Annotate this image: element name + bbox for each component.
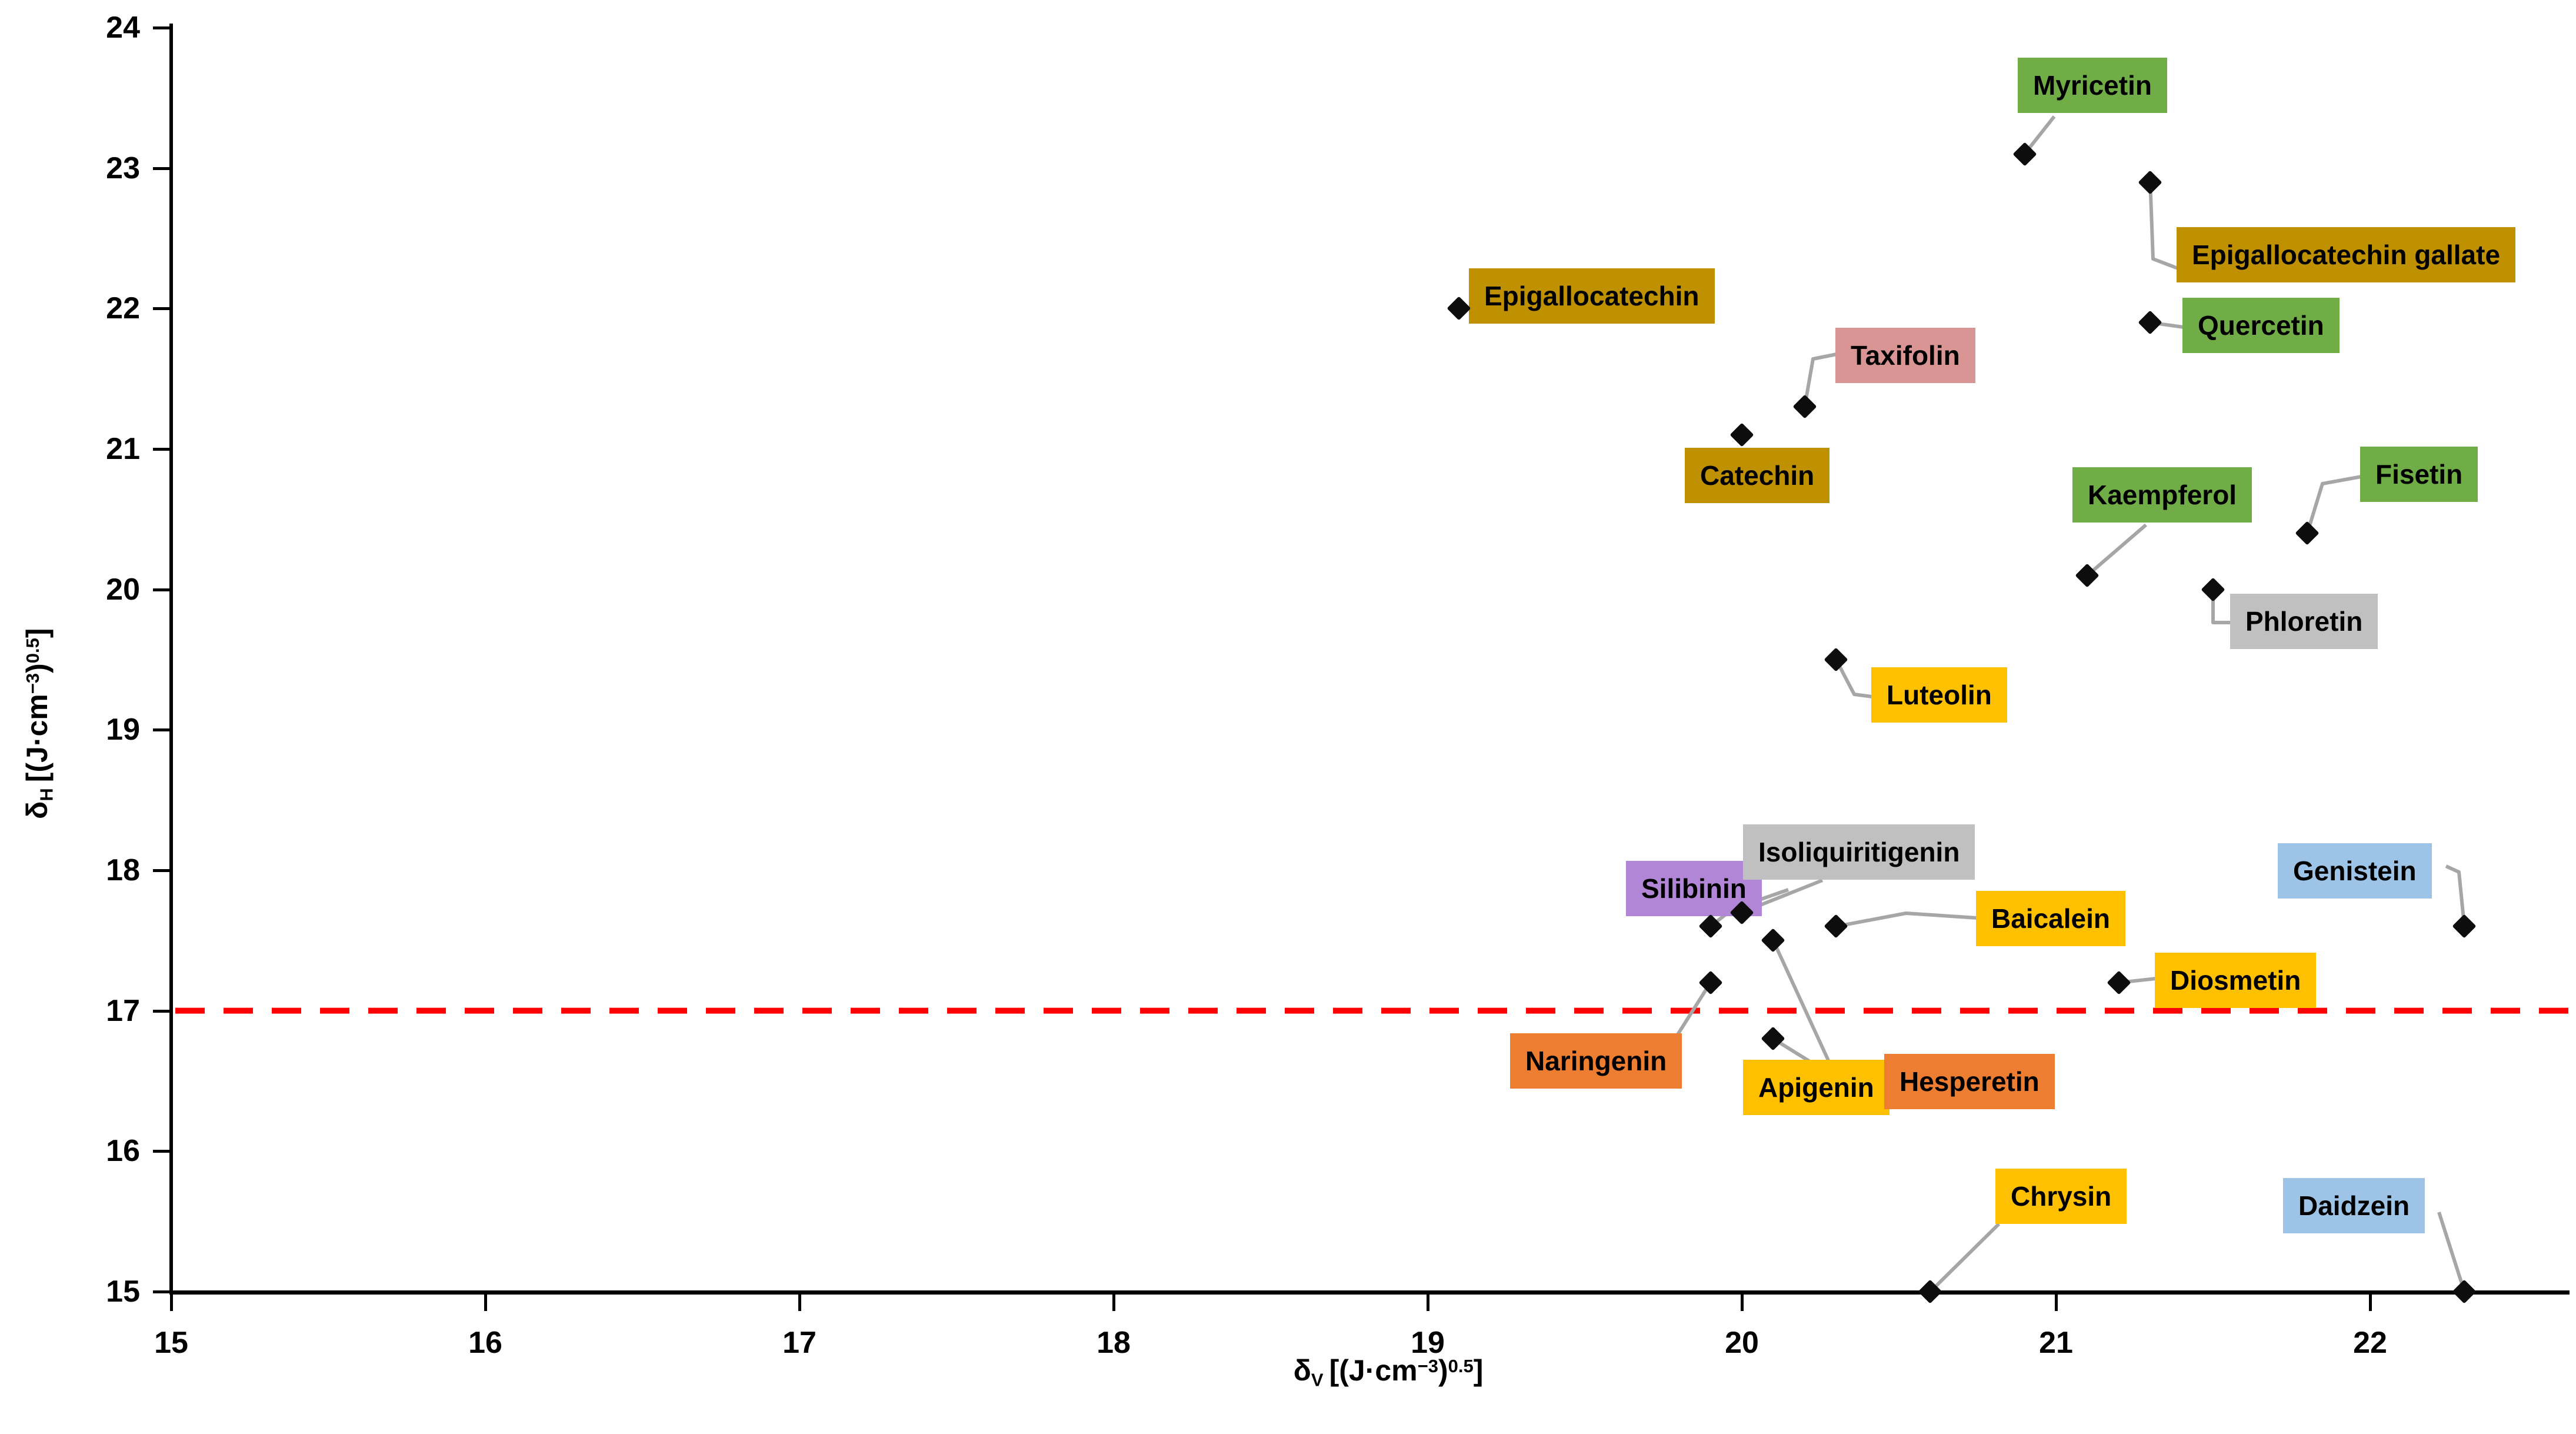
y-tick-23: [153, 167, 169, 170]
x-tick-17: [798, 1295, 801, 1311]
x-axis-line: [169, 1290, 2570, 1295]
x-tick-label-21: 21: [2039, 1326, 2073, 1360]
y-axis-line: [169, 24, 173, 1294]
y-tick-label-18: 18: [106, 853, 140, 887]
x-tick-18: [1112, 1295, 1115, 1311]
label-taxifolin: Taxifolin: [1835, 328, 1975, 383]
label-luteolin: Luteolin: [1871, 667, 2007, 723]
y-tick-label-17: 17: [106, 993, 140, 1028]
y-tick-label-15: 15: [106, 1275, 140, 1309]
y-tick-label-20: 20: [106, 572, 140, 607]
y-tick-16: [153, 1150, 169, 1153]
y-tick-21: [153, 447, 169, 451]
label-genistein: Genistein: [2278, 843, 2432, 899]
x-tick-19: [1427, 1295, 1429, 1311]
x-tick-label-16: 16: [468, 1326, 502, 1360]
y-tick-18: [153, 869, 169, 872]
label-naringenin: Naringenin: [1510, 1033, 1682, 1089]
label-quercetin: Quercetin: [2182, 298, 2340, 353]
y-tick-label-19: 19: [106, 713, 140, 747]
y-tick-label-21: 21: [106, 431, 140, 466]
y-tick-19: [153, 728, 169, 732]
x-tick-22: [2369, 1295, 2372, 1311]
label-apigenin: Apigenin: [1743, 1060, 1889, 1115]
x-tick-label-17: 17: [782, 1326, 817, 1360]
label-fisetin: Fisetin: [2360, 447, 2478, 502]
label-daidzein: Daidzein: [2283, 1178, 2425, 1233]
label-epigallocatechin: Epigallocatechin: [1469, 268, 1715, 324]
label-baicalein: Baicalein: [1976, 891, 2125, 946]
y-tick-24: [153, 26, 169, 29]
x-tick-16: [484, 1295, 487, 1311]
label-chrysin: Chrysin: [1995, 1169, 2127, 1224]
y-tick-label-24: 24: [106, 10, 140, 45]
x-tick-20: [1741, 1295, 1744, 1311]
x-tick-label-20: 20: [1725, 1326, 1759, 1360]
x-tick-label-22: 22: [2353, 1326, 2387, 1360]
label-epigallocatechin-gallate: Epigallocatechin gallate: [2177, 227, 2516, 282]
label-isoliquiritigenin: Isoliquiritigenin: [1743, 824, 1975, 880]
x-tick-label-15: 15: [154, 1326, 188, 1360]
label-phloretin: Phloretin: [2230, 594, 2378, 649]
x-tick-label-19: 19: [1411, 1326, 1445, 1360]
y-tick-22: [153, 307, 169, 311]
x-axis-title: δV [(J·cm−3)0.5]: [1293, 1354, 1484, 1390]
y-axis-title: δH [(J·cm−3)0.5]: [21, 628, 57, 819]
y-tick-label-22: 22: [106, 291, 140, 326]
x-tick-15: [170, 1295, 173, 1311]
label-diosmetin: Diosmetin: [2155, 953, 2317, 1008]
label-myricetin: Myricetin: [2018, 58, 2167, 113]
y-tick-15: [153, 1290, 169, 1293]
y-tick-20: [153, 588, 169, 591]
x-tick-21: [2055, 1295, 2058, 1311]
label-catechin: Catechin: [1685, 448, 1830, 503]
label-hesperetin: Hesperetin: [1884, 1054, 2055, 1109]
x-tick-label-18: 18: [1097, 1326, 1131, 1360]
y-tick-label-16: 16: [106, 1134, 140, 1169]
label-kaempferol: Kaempferol: [2072, 467, 2252, 523]
y-tick-17: [153, 1009, 169, 1013]
y-tick-label-23: 23: [106, 151, 140, 185]
